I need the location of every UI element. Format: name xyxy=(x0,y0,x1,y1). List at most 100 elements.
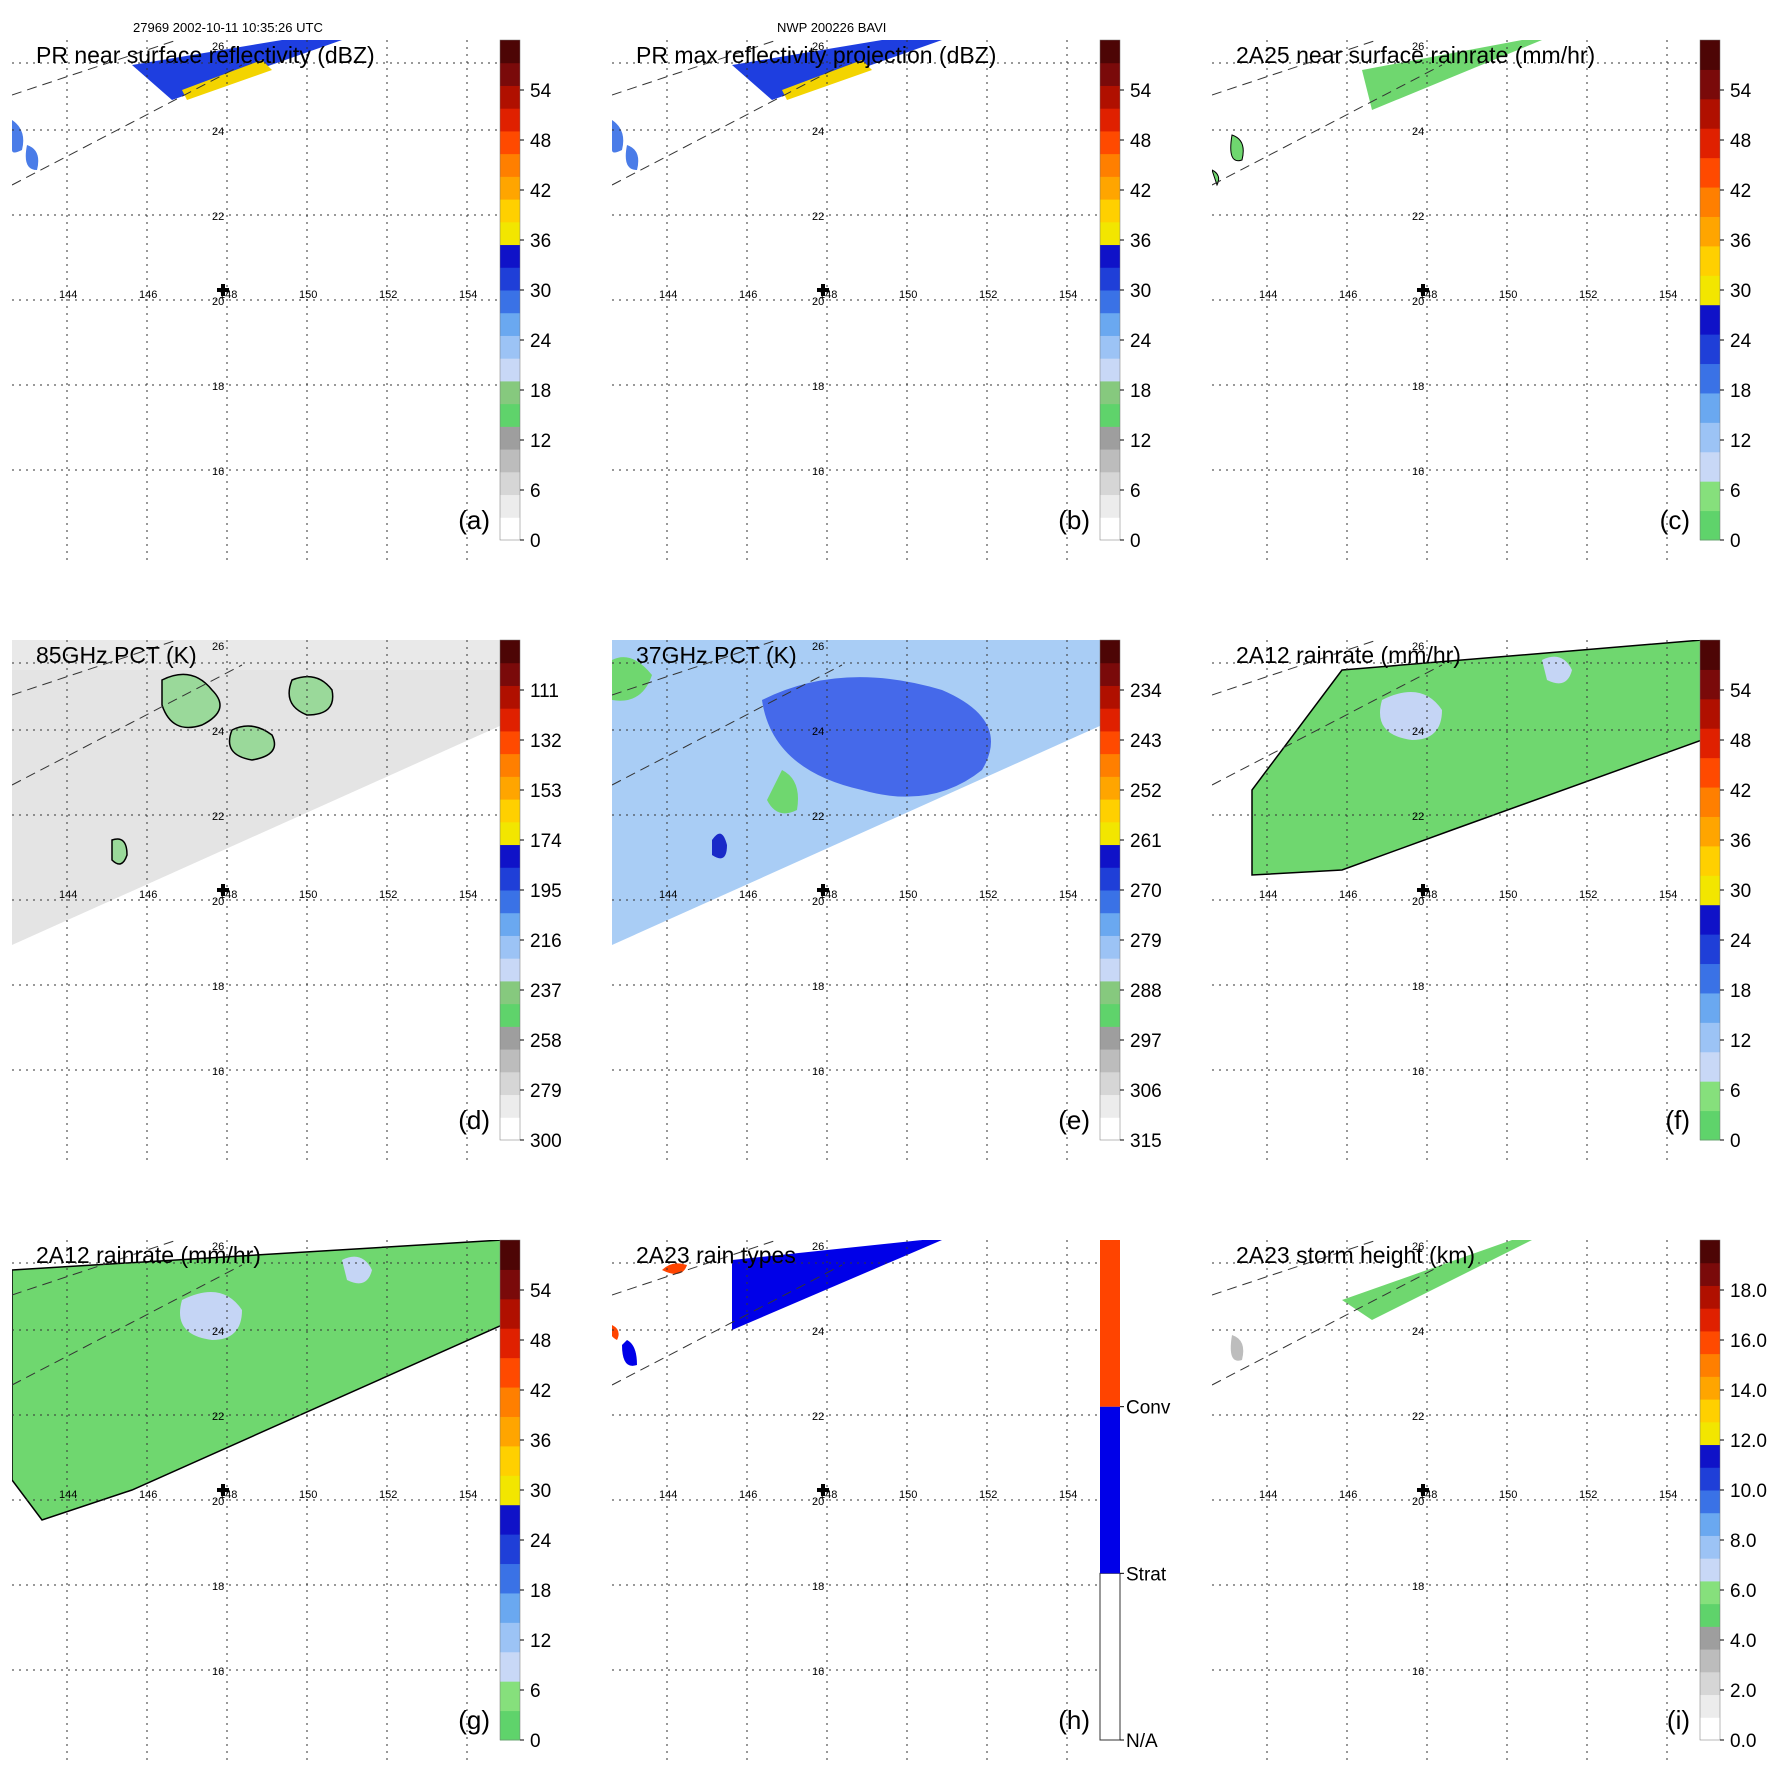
swath-edge-line xyxy=(12,664,243,786)
lon-label: 152 xyxy=(979,1489,997,1501)
warm-region xyxy=(612,657,798,814)
colorbar-segment xyxy=(1700,669,1720,700)
rain-cells xyxy=(180,1256,372,1340)
rain-cells xyxy=(1380,656,1572,740)
colorbar-tick-label: 111 xyxy=(530,681,559,702)
colorbar-segment xyxy=(500,517,520,541)
swath-edge-line xyxy=(1212,664,1443,786)
colorbar-tick-label: 270 xyxy=(1130,881,1162,902)
colorbar-wrapper: 0 6 12 18 24 30 36 42 48 54 xyxy=(1099,39,1170,560)
height-area xyxy=(1342,1240,1532,1320)
colorbar-segment xyxy=(1100,821,1120,846)
colorbar-segment xyxy=(500,108,520,132)
lat-label: 24 xyxy=(1412,1326,1424,1338)
colorbar-segment xyxy=(1100,62,1120,86)
strat-core xyxy=(732,1240,922,1330)
panel-d: 144 146 148 150 152 154 16 18 20 22 24 26 85GHz PCT … xyxy=(12,639,562,1160)
lon-label: 152 xyxy=(1579,289,1597,301)
colorbar-tick-label: 297 xyxy=(1130,1031,1162,1052)
colorbar-segment xyxy=(500,935,520,959)
lat-label: 22 xyxy=(812,211,824,223)
colorbar-segment xyxy=(1100,176,1120,200)
colorbar-tick-label: 30 xyxy=(1730,281,1751,302)
colorbar-tick-label: 48 xyxy=(1130,131,1151,152)
lon-label: 144 xyxy=(59,289,77,301)
colorbar-segment xyxy=(1700,1330,1720,1355)
colorbar-segment xyxy=(500,176,520,200)
colorbar-tick-label: 258 xyxy=(530,1031,562,1052)
colorbar-segment xyxy=(1100,730,1120,755)
colorbar-tick-label: 6 xyxy=(530,481,541,502)
lon-label: 152 xyxy=(379,289,397,301)
lon-label: 152 xyxy=(1579,889,1597,901)
colorbar-tick-label: 48 xyxy=(530,1331,551,1352)
colorbar-segment xyxy=(1700,1262,1720,1286)
panel-e: 144 146 148 150 152 154 16 18 20 22 24 26 37GHz PCT … xyxy=(612,639,1162,1160)
lat-label: 26 xyxy=(1412,641,1424,653)
panel-label: (f) xyxy=(1665,1105,1690,1135)
colorbar-tick-label: 14.0 xyxy=(1730,1381,1767,1402)
colorbar-segment xyxy=(1700,216,1720,247)
colorbar-segment xyxy=(1100,685,1120,709)
colorbar-tick-label: 42 xyxy=(1730,781,1751,802)
colorbar-segment xyxy=(1100,1026,1120,1050)
lat-label: 16 xyxy=(812,1666,824,1678)
colorbar-segment xyxy=(1700,1626,1720,1650)
colorbar-segment xyxy=(1700,1240,1720,1264)
colorbar-segment xyxy=(500,776,520,800)
lon-label: 144 xyxy=(59,1489,77,1501)
panel-label: (a) xyxy=(458,505,490,535)
colorbar-tick-label: 2.0 xyxy=(1730,1681,1756,1702)
plus-icon xyxy=(817,284,829,296)
colorbar-segment xyxy=(1100,358,1120,382)
colorbar-tick-label: 279 xyxy=(1130,931,1162,952)
lon-label: 154 xyxy=(1059,289,1077,301)
lat-label: 20 xyxy=(212,896,224,908)
lat-label: 18 xyxy=(1412,981,1424,993)
colorbar-tick-label: 132 xyxy=(530,731,562,752)
colorbar-segment xyxy=(1700,1376,1720,1400)
conv-cells xyxy=(612,1263,687,1340)
colorbar-segment xyxy=(500,244,520,268)
lat-label: 26 xyxy=(812,41,824,53)
lat-label: 26 xyxy=(812,1241,824,1253)
lat-label: 22 xyxy=(212,1411,224,1423)
lat-label: 20 xyxy=(812,296,824,308)
lon-label: 150 xyxy=(299,1489,317,1501)
colorbar-segment xyxy=(500,1534,520,1565)
lon-label: 150 xyxy=(299,889,317,901)
plus-icon xyxy=(217,884,229,896)
colorbar-segment xyxy=(1700,1110,1720,1141)
lat-label: 18 xyxy=(812,1581,824,1593)
colorbar-segment xyxy=(1100,753,1120,777)
panel-label: (h) xyxy=(1058,1705,1090,1735)
colorbar-segment xyxy=(1700,963,1720,994)
colorbar-tick-label: 18 xyxy=(530,1581,551,1602)
colorbar-segment xyxy=(1700,1051,1720,1082)
colorbar-tick-label: 12 xyxy=(1730,1031,1751,1052)
plus-icon xyxy=(817,884,829,896)
colorbar-tick-label: 24 xyxy=(1730,931,1752,952)
panel-title: 37GHz PCT (K) xyxy=(636,642,797,668)
lon-label: 154 xyxy=(459,289,477,301)
colorbar-segment xyxy=(1700,992,1720,1023)
colorbar-segment xyxy=(500,1475,520,1506)
lon-label: 152 xyxy=(979,889,997,901)
colorbar-segment xyxy=(1100,290,1120,314)
lon-label: 144 xyxy=(59,889,77,901)
lat-label: 24 xyxy=(812,126,824,138)
colorbar-tick-label: 261 xyxy=(1130,831,1162,852)
colorbar-tick-label: 16.0 xyxy=(1730,1331,1767,1352)
colorbar-tick-label: 30 xyxy=(530,1481,551,1502)
colorbar-segment xyxy=(1100,335,1120,359)
colorbar-segment xyxy=(500,890,520,914)
colorbar-segment xyxy=(1700,1694,1720,1718)
lat-label: 22 xyxy=(212,211,224,223)
lat-label: 22 xyxy=(812,811,824,823)
lat-label: 16 xyxy=(1412,1066,1424,1078)
colorbar-segment xyxy=(500,685,520,709)
colorbar-segment xyxy=(1100,662,1120,686)
